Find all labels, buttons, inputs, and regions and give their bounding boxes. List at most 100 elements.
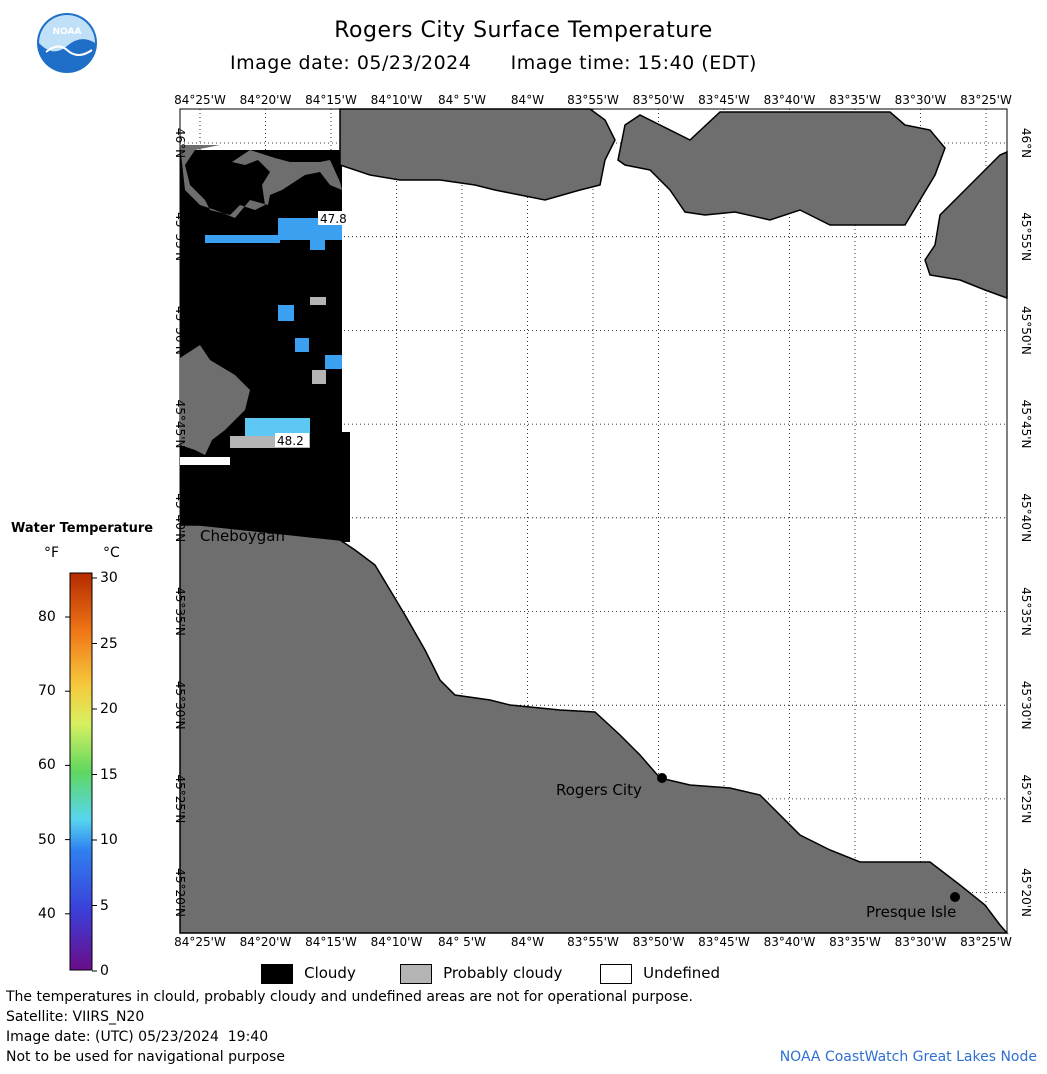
- y-tick-left: 45°45'N: [173, 400, 187, 449]
- y-tick-right: 46°N: [1019, 128, 1033, 158]
- cloudy-area-lower: [180, 432, 350, 542]
- y-tick-left: 45°30'N: [173, 681, 187, 730]
- colorbar-title: Water Temperature: [11, 521, 154, 536]
- x-tick-top: 84°15'W: [305, 93, 357, 107]
- colorbar-f-tick: 60: [38, 757, 56, 774]
- svg-text:NOAA: NOAA: [53, 27, 82, 37]
- temp-label-1: 47.8: [320, 212, 347, 226]
- x-tick-bottom: 83°30'W: [895, 935, 947, 949]
- y-tick-right: 45°50'N: [1019, 306, 1033, 355]
- probably-cloudy-swatch: [400, 964, 432, 984]
- legend-probably-cloudy-label: Probably cloudy: [443, 964, 563, 982]
- page-title: Rogers City Surface Temperature: [334, 18, 713, 43]
- image-time-label: Image time: 15:40 (EDT): [510, 52, 757, 74]
- x-tick-top: 84° 5'W: [438, 93, 486, 107]
- y-tick-left: 45°35'N: [173, 587, 187, 636]
- colorbar-f-tick: 40: [38, 905, 56, 922]
- x-axis-labels-bottom: 84°25'W 84°20'W 84°15'W 84°10'W 84° 5'W 84°W 8…: [174, 935, 1012, 949]
- x-tick-top: 83°25'W: [960, 93, 1012, 107]
- x-tick-bottom: 84° 5'W: [438, 935, 486, 949]
- colorbar-unit-f: °F: [44, 545, 60, 561]
- x-tick-top: 83°40'W: [764, 93, 816, 107]
- y-tick-right: 45°25'N: [1019, 774, 1033, 823]
- colorbar-c-tick: 25: [100, 635, 118, 652]
- place-presque-isle: Presque Isle: [866, 903, 956, 921]
- y-tick-right: 45°55'N: [1019, 212, 1033, 261]
- land-east: [924, 150, 1008, 300]
- nav-warning: Not to be used for navigational purpose: [6, 1049, 285, 1065]
- x-tick-top: 83°50'W: [633, 93, 685, 107]
- x-tick-top: 84°10'W: [371, 93, 423, 107]
- place-rogers-city: Rogers City: [556, 781, 642, 799]
- land-left-mid: [180, 345, 250, 455]
- legend-undefined: Undefined: [600, 964, 720, 988]
- colorbar-f-tick: 80: [38, 609, 56, 625]
- land-north-east: [617, 111, 946, 226]
- satellite: Satellite: VIIRS_N20: [6, 1009, 145, 1025]
- image-date-utc: Image date: (UTC) 05/23/2024 19:40: [6, 1029, 269, 1045]
- x-tick-top: 83°55'W: [567, 93, 619, 107]
- undefined-strip: [180, 457, 230, 465]
- land-top-left: [180, 145, 342, 218]
- land-north-shore: [339, 108, 616, 201]
- undefined-swatch: [600, 964, 632, 984]
- colorbar: [69, 572, 93, 971]
- credit: NOAA CoastWatch Great Lakes Node: [779, 1049, 1037, 1065]
- colorbar-c-tick: 10: [100, 832, 118, 848]
- x-tick-bottom: 83°40'W: [764, 935, 816, 949]
- legend-probably-cloudy: Probably cloudy: [400, 964, 562, 988]
- rogers-city-marker: [657, 773, 667, 783]
- disclaimer: The temperatures in clould, probably clo…: [6, 989, 693, 1005]
- image-datetime: Image date: 05/23/2024 Image time: 15:40…: [230, 52, 757, 74]
- x-tick-bottom: 84°20'W: [240, 935, 292, 949]
- y-tick-right: 45°20'N: [1019, 868, 1033, 917]
- y-tick-left: 45°25'N: [173, 774, 187, 823]
- x-tick-bottom: 83°50'W: [633, 935, 685, 949]
- x-tick-bottom: 84°25'W: [174, 935, 226, 949]
- x-tick-bottom: 84°10'W: [371, 935, 423, 949]
- temp-label-2: 48.2: [277, 434, 304, 448]
- colorbar-unit-c: °C: [103, 545, 120, 561]
- colorbar-c-tick: 5: [100, 897, 109, 914]
- x-tick-bottom: 84°W: [511, 935, 544, 949]
- x-tick-top: 84°25'W: [174, 93, 226, 107]
- place-cheboygan: Cheboygan: [200, 527, 285, 545]
- y-tick-right: 45°45'N: [1019, 400, 1033, 449]
- colorbar-c-tick: 30: [100, 570, 118, 586]
- x-tick-bottom: 84°15'W: [305, 935, 357, 949]
- y-tick-right: 45°30'N: [1019, 681, 1033, 730]
- y-tick-left: 45°55'N: [173, 212, 187, 261]
- x-tick-top: 83°35'W: [829, 93, 881, 107]
- noaa-logo: NOAA: [36, 12, 98, 74]
- land-south-shore: [179, 524, 1009, 934]
- water-temp-pixels: [205, 218, 342, 448]
- x-tick-top: 83°45'W: [698, 93, 750, 107]
- legend-undefined-label: Undefined: [643, 964, 721, 982]
- legend-cloudy: Cloudy: [261, 964, 356, 988]
- x-tick-top: 83°30'W: [895, 93, 947, 107]
- y-tick-left: 45°20'N: [173, 868, 187, 917]
- y-axis-labels-left: 46°N 45°55'N 45°50'N 45°45'N 45°40'N 45°35'N 4…: [173, 128, 187, 917]
- colorbar-c-tick: 15: [100, 766, 118, 783]
- x-tick-top: 84°20'W: [240, 93, 292, 107]
- y-axis-labels-right: 46°N 45°55'N 45°50'N 45°45'N 45°40'N 45°35'N 4…: [1019, 128, 1033, 917]
- image-date-label: Image date: 05/23/2024: [230, 52, 472, 74]
- cheboygan-marker: [196, 516, 204, 524]
- x-tick-bottom: 83°25'W: [960, 935, 1012, 949]
- y-tick-left: 45°40'N: [173, 493, 187, 542]
- y-tick-left: 46°N: [173, 128, 187, 158]
- colorbar-ticks: [65, 577, 97, 972]
- x-axis-labels-top: 84°25'W 84°20'W 84°15'W 84°10'W 84° 5'W 84°W 8…: [174, 93, 1012, 107]
- colorbar-f-tick: 50: [38, 831, 56, 848]
- colorbar-c-tick: 20: [100, 701, 118, 717]
- legend-cloudy-label: Cloudy: [304, 964, 356, 982]
- x-tick-top: 84°W: [511, 93, 544, 107]
- colorbar-c-tick: 0: [100, 963, 109, 979]
- presque-isle-marker: [950, 892, 960, 902]
- y-tick-right: 45°40'N: [1019, 493, 1033, 542]
- cloudy-swatch: [261, 964, 293, 984]
- x-tick-bottom: 83°35'W: [829, 935, 881, 949]
- x-tick-bottom: 83°45'W: [698, 935, 750, 949]
- x-tick-bottom: 83°55'W: [567, 935, 619, 949]
